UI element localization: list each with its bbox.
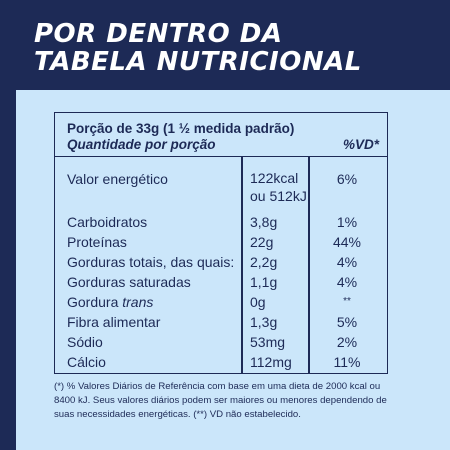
table-row: Gorduras saturadas 1,1g 4% bbox=[55, 272, 387, 292]
nutrient-name: Sódio bbox=[67, 334, 103, 350]
nutrient-vd: 2% bbox=[336, 334, 358, 350]
nutrient-vd: ** bbox=[343, 296, 351, 307]
nutrient-vd: 1% bbox=[336, 214, 358, 230]
quantity-label: Quantidade por porção bbox=[67, 137, 216, 152]
table-body: Valor energético 122kcal ou 512kJ 6% Carb… bbox=[55, 157, 387, 373]
nutrient-amount: 1,1g bbox=[250, 274, 278, 290]
nutrient-name: Valor energético bbox=[67, 171, 168, 187]
nutrient-name: Fibra alimentar bbox=[67, 314, 161, 330]
nutrient-amount: 0g bbox=[250, 294, 266, 310]
nutrient-amount: 53mg bbox=[250, 334, 286, 350]
nutrient-amount: 3,8g bbox=[250, 214, 278, 230]
nutrition-table: Porção de 33g (1 ½ medida padrão) Quanti… bbox=[54, 112, 388, 374]
nutrient-vd: 4% bbox=[336, 274, 358, 290]
header-banner: POR DENTRO DA TABELA NUTRICIONAL bbox=[0, 0, 450, 88]
table-row: Proteínas 22g 44% bbox=[55, 232, 387, 252]
nutrient-vd: 4% bbox=[336, 254, 358, 270]
table-row: Gorduras totais, das quais: 2,2g 4% bbox=[55, 252, 387, 272]
nutrient-name: Cálcio bbox=[67, 354, 106, 370]
table-row: Gordura trans 0g ** bbox=[55, 292, 387, 312]
nutrient-amount: 2,2g bbox=[250, 254, 278, 270]
portion-label: Porção de 33g (1 ½ medida padrão) bbox=[67, 121, 295, 136]
nutrient-name: Gorduras saturadas bbox=[67, 274, 191, 290]
nutrient-vd: 11% bbox=[333, 354, 361, 370]
nutrient-amount: 122kcal ou 512kJ bbox=[250, 170, 307, 204]
table-row: Cálcio 112mg 11% bbox=[55, 352, 387, 372]
nutrient-vd: 5% bbox=[336, 314, 358, 330]
table-row: Valor energético 122kcal ou 512kJ 6% bbox=[55, 169, 387, 209]
title-line-1: POR DENTRO DA bbox=[34, 19, 283, 49]
nutrient-amount: 22g bbox=[250, 234, 274, 250]
table-header: Porção de 33g (1 ½ medida padrão) Quanti… bbox=[55, 113, 387, 157]
nutrient-name: Proteínas bbox=[67, 234, 127, 250]
table-row: Carboidratos 3,8g 1% bbox=[55, 212, 387, 232]
table-row: Sódio 53mg 2% bbox=[55, 332, 387, 352]
nutrient-name: Gordura trans bbox=[67, 294, 154, 310]
nutrient-amount: 1,3g bbox=[250, 314, 278, 330]
nutrient-name: Carboidratos bbox=[67, 214, 148, 230]
nutrient-name: Gorduras totais, das quais: bbox=[67, 254, 235, 270]
quantity-row: Quantidade por porção %VD* bbox=[67, 137, 379, 153]
footnote: (*) % Valores Diários de Referência com … bbox=[54, 381, 387, 420]
nutrient-amount: 112mg bbox=[250, 354, 292, 370]
nutrient-vd: 6% bbox=[336, 171, 358, 187]
column-divider bbox=[241, 157, 243, 373]
nutrient-vd: 44% bbox=[332, 234, 362, 250]
table-row: Fibra alimentar 1,3g 5% bbox=[55, 312, 387, 332]
title-line-2: TABELA NUTRICIONAL bbox=[34, 47, 362, 77]
content-panel bbox=[16, 90, 450, 450]
column-divider bbox=[308, 157, 310, 373]
vd-label: %VD* bbox=[342, 137, 379, 152]
